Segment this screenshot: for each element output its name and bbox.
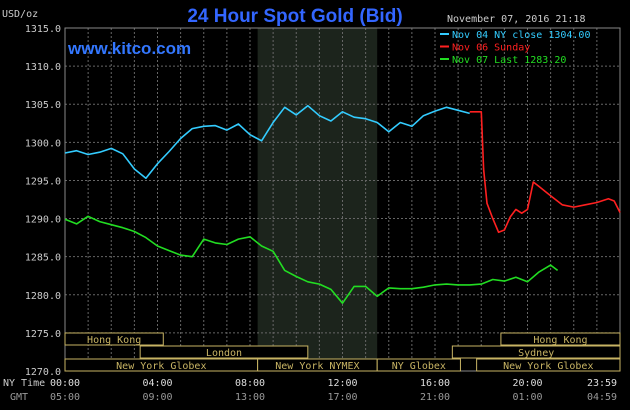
- chart-timestamp: November 07, 2016 21:18: [447, 14, 585, 25]
- x-tick-label-gmt: 21:00: [420, 392, 450, 403]
- y-tick-label: 1310.0: [25, 62, 61, 73]
- x-tick-label-ny: 12:00: [327, 378, 357, 389]
- x-axis-labels: NY Time GMT 00:00 04:00 08:00 12:00 16:00 20:00…: [3, 378, 617, 403]
- session-label: Sydney: [518, 348, 554, 359]
- grid-lines: [65, 28, 620, 371]
- x-tick-label-ny: 20:00: [512, 378, 542, 389]
- session-label: NY Globex: [392, 361, 446, 372]
- trading-sessions: Hong Kong Hong Kong London Sydney New York G…: [64, 332, 621, 372]
- series-line: [64, 215, 559, 305]
- x-tick-label-gmt: 09:00: [142, 392, 172, 403]
- session-label: Hong Kong: [533, 335, 587, 346]
- session-bar: New York Globex: [64, 358, 259, 372]
- session-bar: Sydney: [451, 345, 621, 359]
- legend: Nov 04 NY close 1304.00 Nov 06 SundayNov …: [440, 30, 590, 66]
- session-label: New York Globex: [116, 361, 206, 372]
- series-line: [64, 104, 470, 179]
- x-tick-label-gmt: 01:00: [512, 392, 542, 403]
- session-bar: New York NYMEX: [257, 358, 378, 372]
- x-tick-label-ny: 08:00: [235, 378, 265, 389]
- session-bar: Hong Kong: [64, 332, 164, 346]
- session-bar: New York Globex: [476, 358, 621, 372]
- nymex-session-shading: [257, 28, 378, 371]
- session-box: [451, 345, 621, 359]
- x-tick-label-ny: 16:00: [420, 378, 450, 389]
- y-tick-label: 1305.0: [25, 100, 61, 111]
- x-tick-label-ny: 23:59: [587, 378, 617, 389]
- series-lines: [64, 104, 621, 305]
- y-tick-label: 1275.0: [25, 329, 61, 340]
- session-bar: Hong Kong: [500, 332, 621, 346]
- y-tick-label: 1295.0: [25, 176, 61, 187]
- session-bar: NY Globex: [376, 358, 461, 372]
- session-label: Hong Kong: [87, 335, 141, 346]
- y-tick-label: 1290.0: [25, 215, 61, 226]
- y-tick-label: 1315.0: [25, 24, 61, 35]
- x-tick-label-gmt: 05:00: [50, 392, 80, 403]
- x-tick-label-ny: 00:00: [50, 378, 80, 389]
- kitco-watermark: www.kitco.com: [67, 39, 191, 58]
- legend-entry: Nov 06 Sunday: [452, 43, 530, 54]
- x-tick-label-gmt: 04:59: [587, 392, 617, 403]
- session-box: [376, 358, 461, 372]
- x-tick-label-gmt: 17:00: [327, 392, 357, 403]
- y-tick-label: 1285.0: [25, 253, 61, 264]
- y-tick-label: 1300.0: [25, 138, 61, 149]
- session-label: New York NYMEX: [275, 361, 359, 372]
- y-axis-labels: 1315.0 1310.0 1305.0 1300.0 1295.0 1290.0 1285…: [25, 24, 61, 378]
- session-box: [476, 358, 621, 372]
- session-box: [139, 345, 309, 359]
- session-box: [500, 332, 621, 346]
- session-label: London: [206, 348, 242, 359]
- session-bar: London: [139, 345, 309, 359]
- session-label: New York Globex: [503, 361, 593, 372]
- series-line: [469, 111, 621, 234]
- legend-entry: Nov 04 NY close 1304.00: [452, 30, 590, 41]
- x-row-label-ny: NY Time: [3, 378, 45, 389]
- chart-title: 24 Hour Spot Gold (Bid): [187, 6, 402, 27]
- x-tick-label-gmt: 13:00: [235, 392, 265, 403]
- x-row-label-gmt: GMT: [10, 392, 28, 403]
- y-axis-unit-label: USD/oz: [2, 9, 38, 20]
- session-box: [64, 332, 164, 346]
- y-tick-label: 1280.0: [25, 291, 61, 302]
- y-tick-label: 1270.0: [25, 367, 61, 378]
- legend-entry: Nov 07 Last 1283.20: [452, 55, 566, 66]
- x-tick-label-ny: 04:00: [142, 378, 172, 389]
